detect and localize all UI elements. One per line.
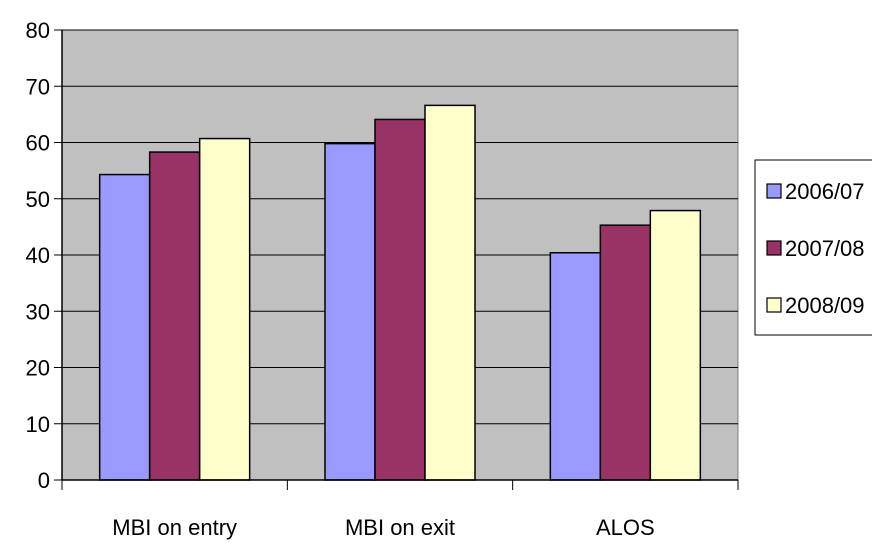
- legend-label: 2008/09: [785, 293, 865, 318]
- legend-label: 2006/07: [785, 179, 865, 204]
- y-tick-label: 20: [26, 356, 50, 381]
- legend-swatch: [766, 240, 782, 256]
- x-category-label: ALOS: [596, 515, 655, 540]
- y-tick-label: 40: [26, 243, 50, 268]
- bar-2007-08-0: [148, 151, 201, 481]
- bar-2006-07-1: [324, 142, 376, 481]
- y-tick-label: 30: [26, 299, 50, 324]
- legend-swatch: [766, 297, 782, 313]
- y-tick-label: 50: [26, 187, 50, 212]
- y-axis-ticks: 0 10 20 30 40 50 60 70 80: [26, 18, 62, 493]
- legend-label: 2007/08: [785, 236, 865, 261]
- x-category-label: MBI on exit: [345, 515, 455, 540]
- y-tick-label: 60: [26, 131, 50, 156]
- bar-2008-09-0: [198, 137, 251, 481]
- bar-2007-08-1: [374, 118, 426, 481]
- y-tick-label: 10: [26, 412, 50, 437]
- y-tick-label: 70: [26, 74, 50, 99]
- x-axis-categories: MBI on entry MBI on exit ALOS: [112, 515, 654, 540]
- x-category-label: MBI on entry: [112, 515, 237, 540]
- bars: [98, 104, 702, 481]
- bar-2006-07-0: [98, 173, 151, 481]
- bar-2008-09-2: [649, 209, 702, 481]
- legend: 2006/07 2007/08 2008/09: [754, 159, 872, 336]
- legend-swatch: [766, 183, 782, 199]
- bar-2008-09-1: [424, 104, 476, 481]
- y-tick-label: 0: [38, 468, 50, 493]
- y-tick-label: 80: [26, 18, 50, 43]
- bar-2006-07-2: [549, 252, 602, 481]
- bar-2007-08-2: [599, 224, 652, 481]
